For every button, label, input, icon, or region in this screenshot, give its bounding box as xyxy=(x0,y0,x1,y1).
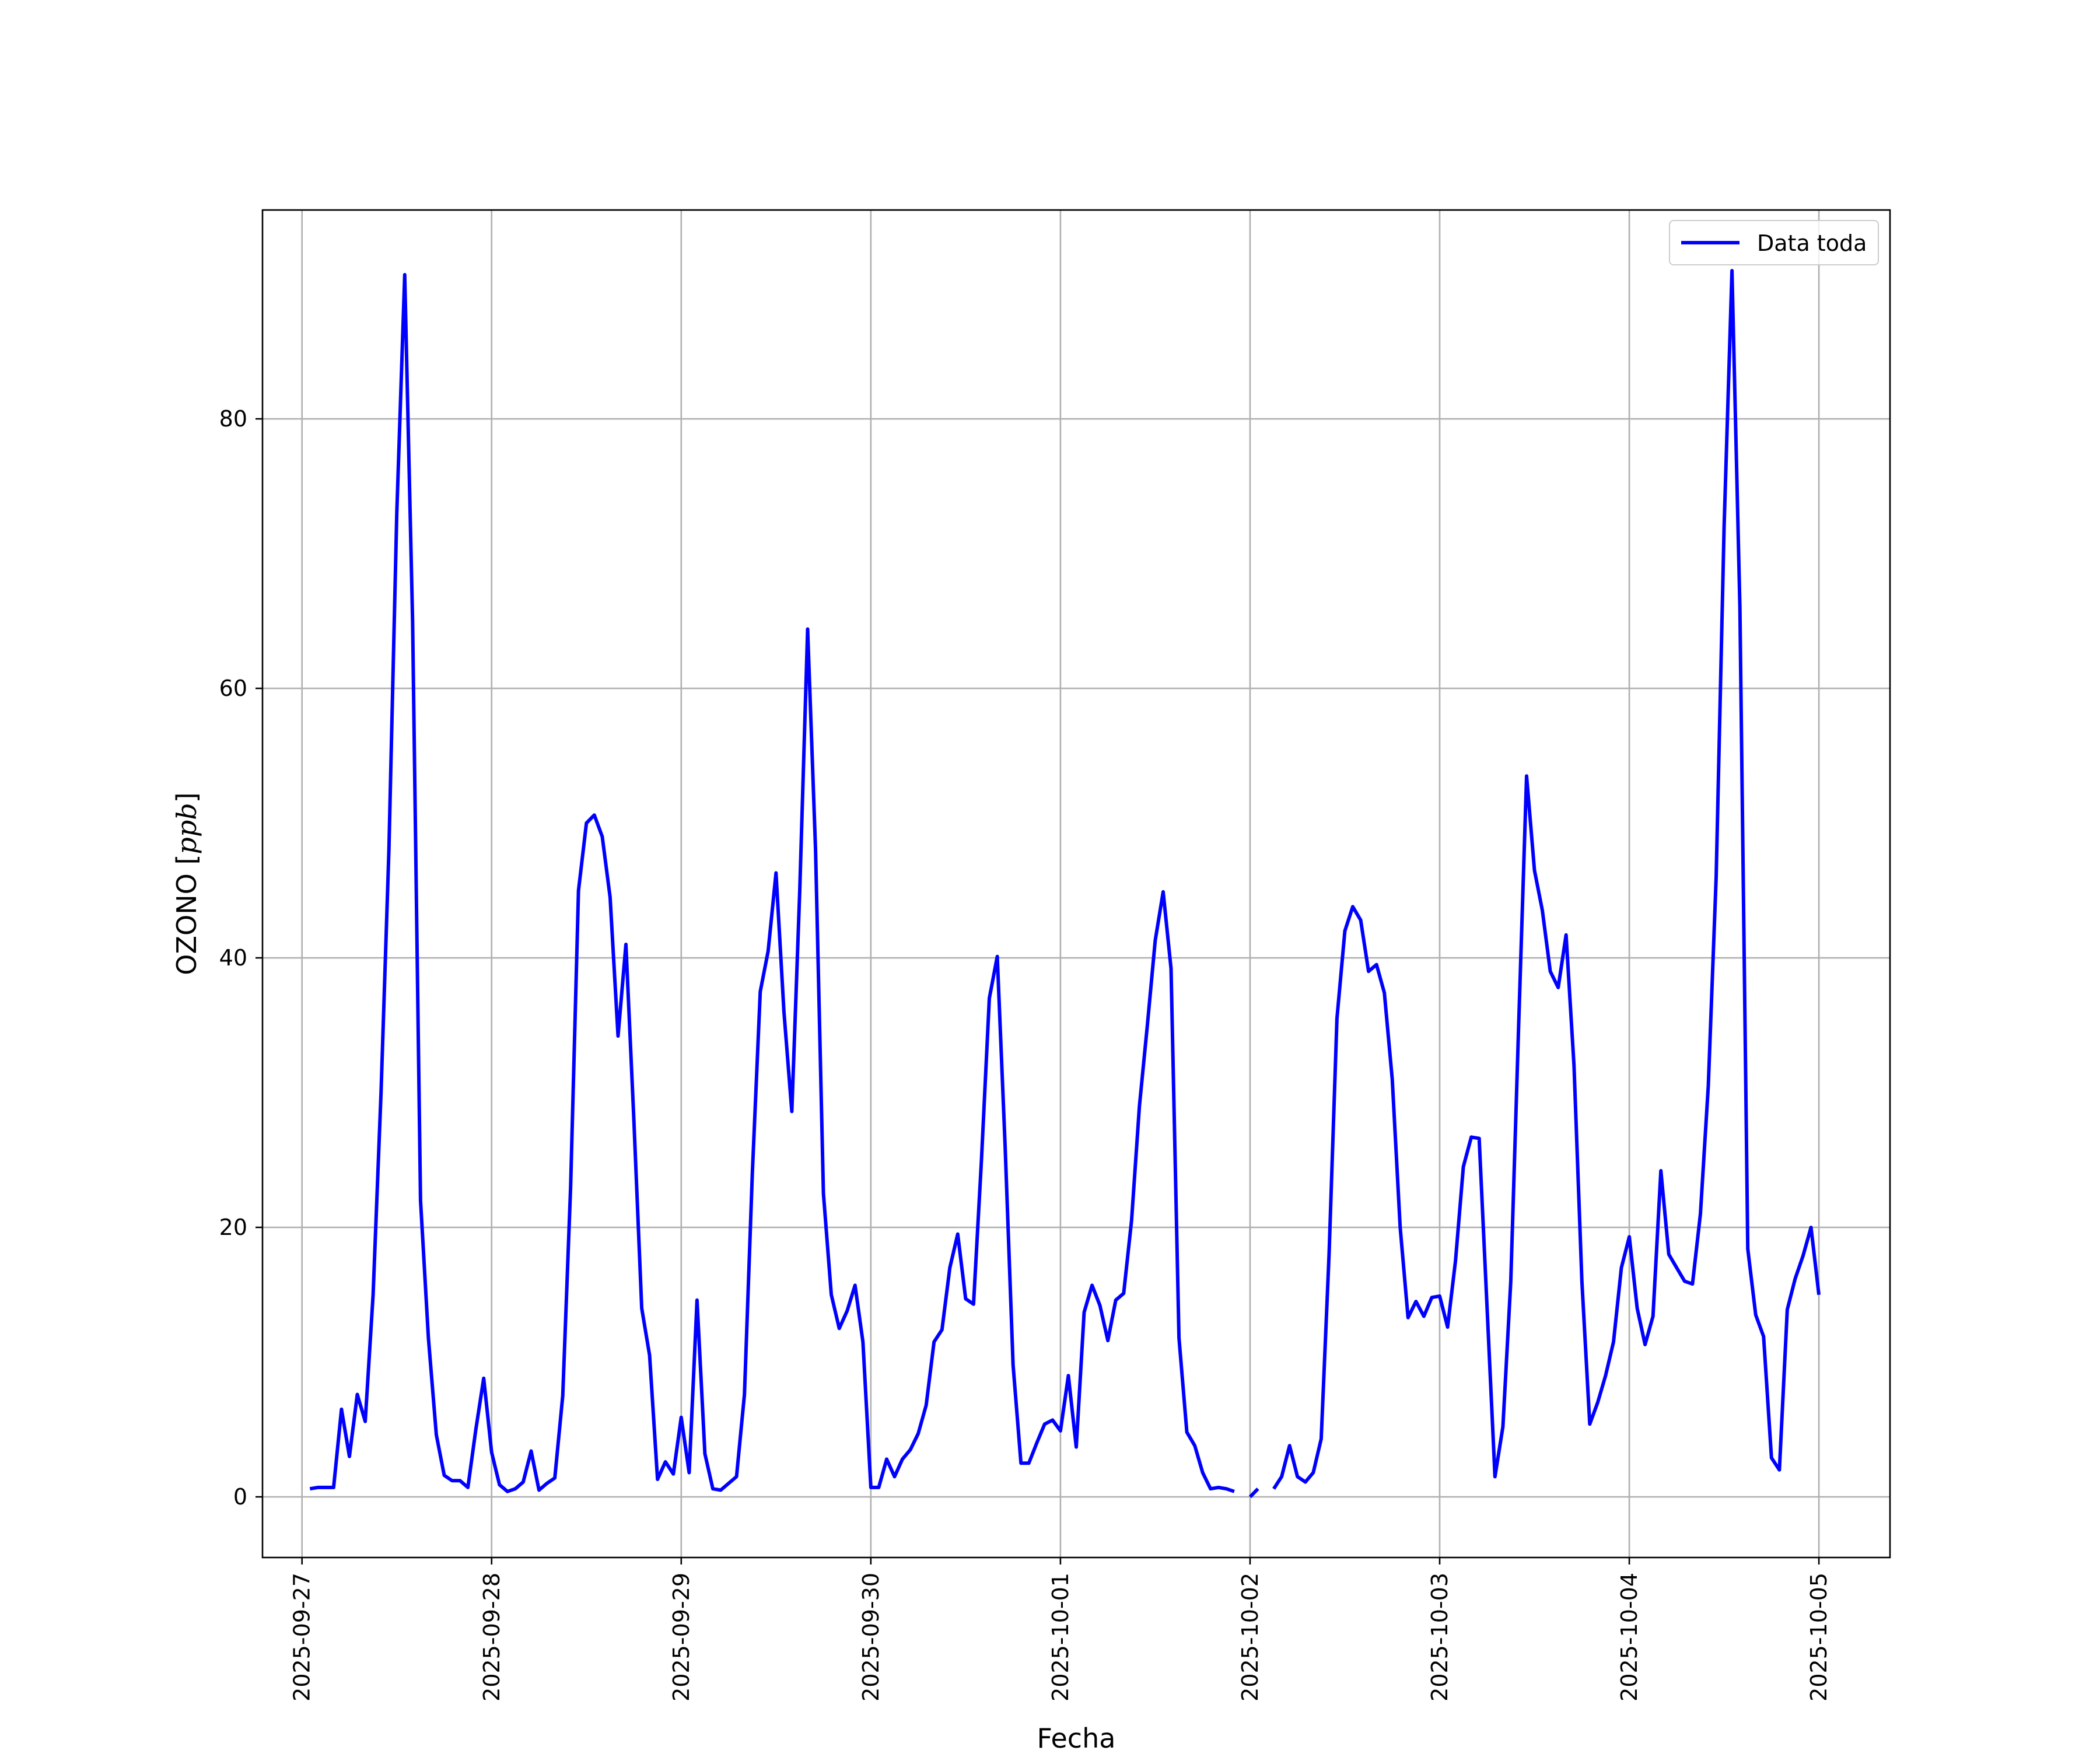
y-axis-label: OZONO [ppb] xyxy=(171,792,202,975)
legend-label: Data toda xyxy=(1757,230,1867,256)
x-tick-label: 2025-09-28 xyxy=(479,1573,505,1702)
y-axis-label-text: OZONO [ xyxy=(171,855,202,975)
x-tick-label: 2025-09-29 xyxy=(668,1573,694,1702)
x-tick-label: 2025-10-05 xyxy=(1806,1573,1832,1702)
plot-frame xyxy=(261,209,1891,1559)
y-tick-label: 60 xyxy=(219,676,247,701)
y-tick-label: 40 xyxy=(219,945,247,971)
y-axis-label-unit: ppb xyxy=(171,803,202,854)
x-axis-ticks: 2025-09-27 2025-09-28 2025-09-29 2025-09-30… xyxy=(289,1558,1832,1702)
y-tick-label: 0 xyxy=(233,1484,247,1510)
plot-area-background xyxy=(262,210,1890,1558)
y-axis-ticks: 0 20 40 60 80 xyxy=(219,406,262,1510)
y-axis-label-close: ] xyxy=(171,792,202,803)
legend: Data toda xyxy=(1669,220,1879,265)
grid-lines xyxy=(262,210,1890,1558)
series-layer xyxy=(309,269,1821,1499)
x-tick-label: 2025-10-02 xyxy=(1237,1573,1263,1702)
x-tick-label: 2025-10-03 xyxy=(1427,1573,1452,1702)
y-tick-label: 20 xyxy=(219,1214,247,1240)
x-tick-label: 2025-09-30 xyxy=(858,1573,884,1702)
x-axis-label: Fecha xyxy=(1037,1723,1116,1750)
legend-box xyxy=(1669,220,1879,265)
y-tick-label: 80 xyxy=(219,406,247,432)
series-line-data-toda xyxy=(309,269,1821,1499)
x-tick-label: 2025-10-01 xyxy=(1048,1573,1073,1702)
x-tick-label: 2025-10-04 xyxy=(1616,1573,1642,1702)
x-tick-label: 2025-09-27 xyxy=(289,1573,315,1702)
